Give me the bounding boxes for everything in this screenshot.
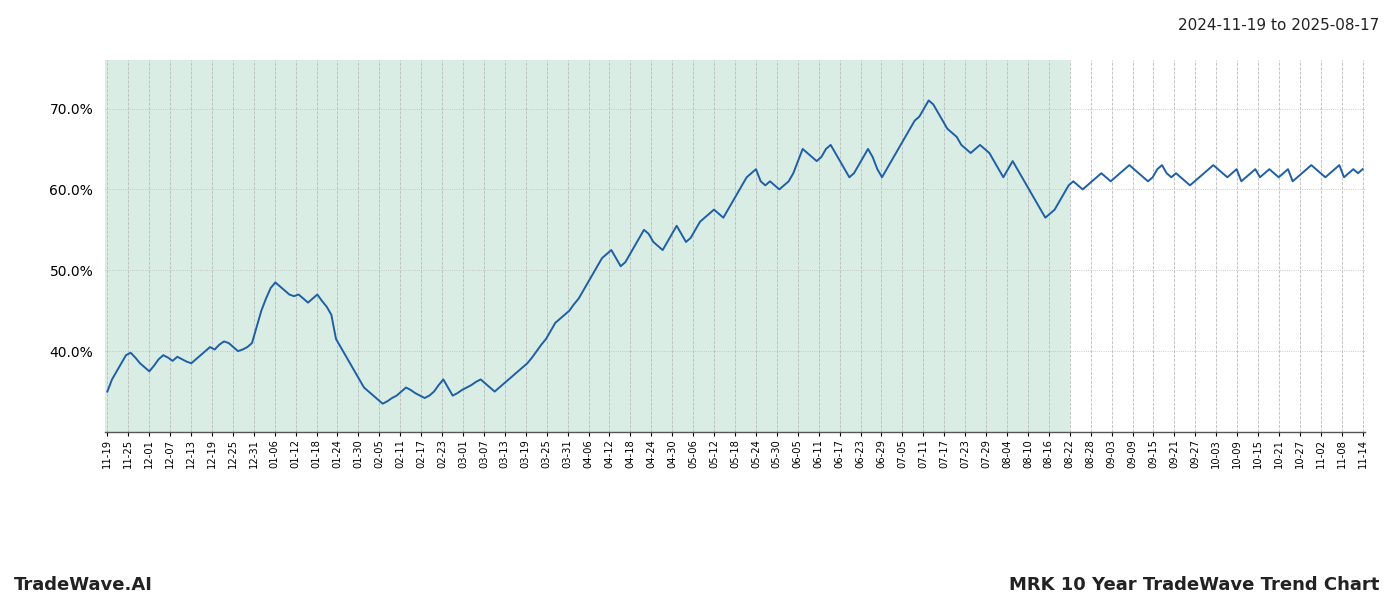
Text: TradeWave.AI: TradeWave.AI — [14, 576, 153, 594]
Text: MRK 10 Year TradeWave Trend Chart: MRK 10 Year TradeWave Trend Chart — [1008, 576, 1379, 594]
Text: 2024-11-19 to 2025-08-17: 2024-11-19 to 2025-08-17 — [1177, 18, 1379, 33]
Bar — [105, 60, 1070, 432]
